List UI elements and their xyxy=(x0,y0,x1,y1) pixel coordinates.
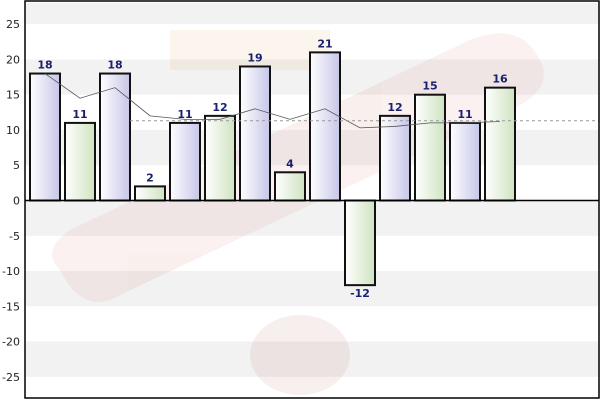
bar xyxy=(414,93,446,202)
y-tick-label: 5 xyxy=(13,159,20,172)
bar xyxy=(99,72,131,202)
bar xyxy=(64,121,96,202)
axes xyxy=(24,0,600,399)
y-tick-label: 20 xyxy=(6,53,20,66)
bar xyxy=(484,86,516,202)
bar xyxy=(204,114,236,202)
grid-band xyxy=(25,3,599,25)
data-label: 11 xyxy=(457,108,472,121)
y-tick-label: -25 xyxy=(2,371,20,384)
bar xyxy=(239,65,271,202)
bar xyxy=(134,185,166,202)
bars xyxy=(29,51,516,287)
data-label: 11 xyxy=(72,108,87,121)
y-tick-label: 15 xyxy=(6,89,20,102)
plot-frame xyxy=(24,0,600,399)
data-label: -12 xyxy=(350,287,370,300)
bar xyxy=(29,72,61,202)
y-tick-label: 10 xyxy=(6,124,20,137)
y-tick-label: -15 xyxy=(2,300,20,313)
data-label: 4 xyxy=(286,157,294,170)
lines xyxy=(44,73,599,129)
bar xyxy=(169,121,201,202)
bar xyxy=(274,171,306,202)
data-label: 11 xyxy=(177,108,192,121)
data-label: 12 xyxy=(212,101,227,114)
grid-band xyxy=(25,271,599,307)
data-label: 18 xyxy=(37,59,52,72)
data-label: 16 xyxy=(492,73,508,86)
grid-band xyxy=(25,200,599,236)
y-tick-label: -5 xyxy=(9,230,20,243)
data-label: 12 xyxy=(387,101,402,114)
grid-band xyxy=(25,341,599,377)
y-tick-label: -10 xyxy=(2,265,20,278)
y-tick-label: 0 xyxy=(13,195,20,208)
bar xyxy=(449,121,481,202)
data-label: 19 xyxy=(247,51,262,64)
data-label: 21 xyxy=(317,37,332,50)
y-tick-label: 25 xyxy=(6,18,20,31)
trend-line xyxy=(44,73,501,129)
data-labels: 18 11 18 2 11 12 19 4 21 -12 12 15 11 16 xyxy=(37,37,508,300)
bar xyxy=(309,51,341,202)
y-axis-ticks: -25 -20 -15 -10 -5 0 5 10 15 20 25 xyxy=(2,18,20,384)
y-tick-label: -20 xyxy=(2,336,20,349)
data-label: 2 xyxy=(146,171,154,184)
bar xyxy=(344,199,376,287)
bar xyxy=(379,114,411,202)
data-label: 15 xyxy=(422,80,437,93)
data-label: 18 xyxy=(107,59,122,72)
